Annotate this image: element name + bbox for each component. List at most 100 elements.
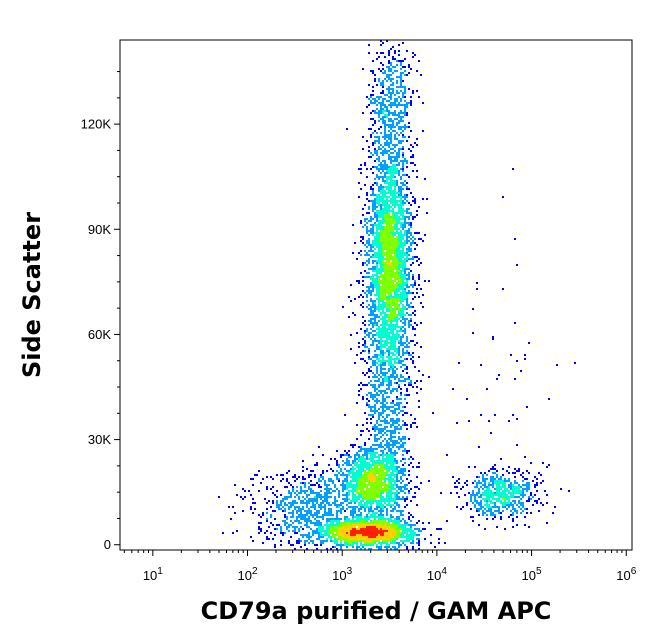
event-dot bbox=[288, 526, 290, 528]
event-dot bbox=[390, 524, 392, 526]
event-dot bbox=[406, 248, 408, 250]
event-dot bbox=[524, 508, 526, 510]
event-dot bbox=[378, 460, 380, 462]
event-dot bbox=[522, 476, 524, 478]
event-dot bbox=[490, 478, 492, 480]
event-dot bbox=[386, 468, 388, 470]
event-dot bbox=[398, 200, 400, 202]
event-dot bbox=[388, 228, 390, 230]
event-dot bbox=[374, 412, 376, 414]
event-dot bbox=[382, 454, 384, 456]
event-dot bbox=[328, 492, 330, 494]
event-dot bbox=[358, 514, 360, 516]
event-dot bbox=[492, 478, 494, 480]
event-dot bbox=[384, 270, 386, 272]
event-dot bbox=[406, 344, 408, 346]
event-dot bbox=[350, 456, 352, 458]
event-dot bbox=[418, 206, 420, 208]
event-dot bbox=[504, 502, 506, 504]
event-dot bbox=[362, 238, 364, 240]
event-dot bbox=[400, 80, 402, 82]
event-dot bbox=[312, 490, 314, 492]
event-dot bbox=[414, 382, 416, 384]
event-dot bbox=[400, 204, 402, 206]
event-dot bbox=[484, 482, 486, 484]
event-dot bbox=[378, 374, 380, 376]
event-dot bbox=[406, 216, 408, 218]
event-dot bbox=[344, 522, 346, 524]
event-dot bbox=[392, 112, 394, 114]
event-dot bbox=[412, 292, 414, 294]
event-dot bbox=[388, 86, 390, 88]
event-dot bbox=[372, 476, 374, 478]
event-dot bbox=[382, 288, 384, 290]
event-dot bbox=[362, 112, 364, 114]
event-dot bbox=[404, 318, 406, 320]
event-dot bbox=[396, 376, 398, 378]
event-dot bbox=[414, 422, 416, 424]
event-dot bbox=[364, 448, 366, 450]
event-dot bbox=[384, 540, 386, 542]
event-dot bbox=[410, 314, 412, 316]
event-dot bbox=[400, 104, 402, 106]
event-dot bbox=[520, 370, 522, 372]
event-dot bbox=[376, 362, 378, 364]
event-dot bbox=[392, 492, 394, 494]
event-dot bbox=[374, 508, 376, 510]
event-dot bbox=[376, 140, 378, 142]
event-dot bbox=[384, 292, 386, 294]
event-dot bbox=[366, 176, 368, 178]
event-dot bbox=[394, 194, 396, 196]
event-dot bbox=[382, 112, 384, 114]
event-dot bbox=[518, 484, 520, 486]
event-dot bbox=[234, 484, 236, 486]
event-dot bbox=[378, 292, 380, 294]
event-dot bbox=[306, 496, 308, 498]
event-dot bbox=[396, 522, 398, 524]
event-dot bbox=[374, 542, 376, 544]
event-dot bbox=[404, 468, 406, 470]
event-dot bbox=[380, 328, 382, 330]
event-dot bbox=[498, 508, 500, 510]
event-dot bbox=[378, 288, 380, 290]
event-dot bbox=[404, 264, 406, 266]
event-dot bbox=[412, 52, 414, 54]
event-dot bbox=[388, 500, 390, 502]
event-dot bbox=[376, 252, 378, 254]
event-dot bbox=[378, 336, 380, 338]
event-dot bbox=[372, 326, 374, 328]
event-dot bbox=[400, 210, 402, 212]
event-dot bbox=[242, 488, 244, 490]
event-dot bbox=[286, 504, 288, 506]
event-dot bbox=[526, 488, 528, 490]
event-dot bbox=[290, 496, 292, 498]
event-dot bbox=[314, 474, 316, 476]
event-dot bbox=[306, 536, 308, 538]
event-dot bbox=[388, 308, 390, 310]
event-dot bbox=[374, 472, 376, 474]
event-dot bbox=[380, 242, 382, 244]
event-dot bbox=[370, 450, 372, 452]
event-dot bbox=[384, 398, 386, 400]
event-dot bbox=[374, 204, 376, 206]
event-dot bbox=[370, 294, 372, 296]
event-dot bbox=[402, 380, 404, 382]
event-dot bbox=[354, 494, 356, 496]
event-dot bbox=[386, 168, 388, 170]
event-dot bbox=[400, 76, 402, 78]
event-dot bbox=[400, 252, 402, 254]
event-dot bbox=[372, 470, 374, 472]
event-dot bbox=[378, 546, 380, 548]
event-dot bbox=[380, 266, 382, 268]
event-dot bbox=[388, 526, 390, 528]
event-dot bbox=[382, 284, 384, 286]
event-dot bbox=[404, 158, 406, 160]
event-dot bbox=[298, 510, 300, 512]
event-dot bbox=[394, 432, 396, 434]
event-dot bbox=[474, 498, 476, 500]
event-dot bbox=[368, 146, 370, 148]
event-dot bbox=[394, 308, 396, 310]
event-dot bbox=[394, 314, 396, 316]
event-dot bbox=[408, 250, 410, 252]
event-dot bbox=[476, 476, 478, 478]
